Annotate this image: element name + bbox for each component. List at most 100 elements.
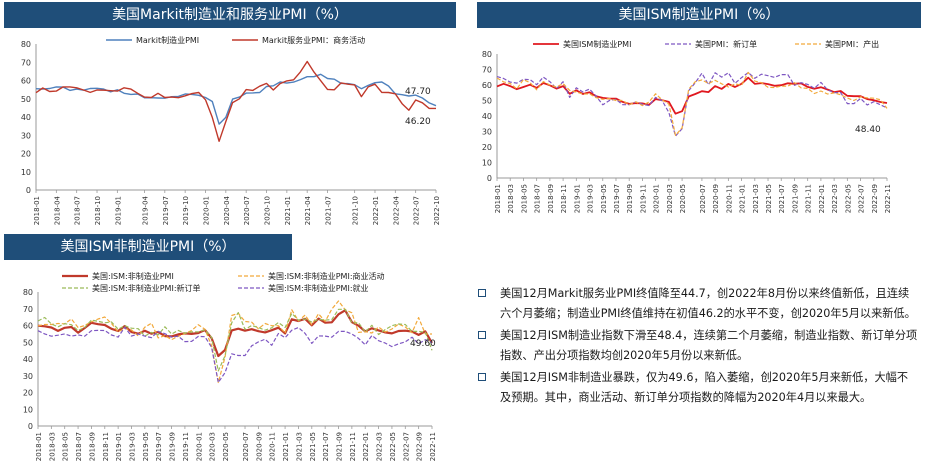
x-tick-label: 2019-01 — [573, 184, 581, 213]
y-tick-label: 70 — [21, 58, 31, 67]
y-tick-label: 80 — [21, 40, 31, 49]
y-tick-label: 50 — [21, 95, 31, 104]
x-tick-label: 2018-01 — [33, 196, 41, 225]
y-tick-label: 60 — [21, 77, 31, 86]
x-tick-label: 2018-11 — [102, 432, 110, 461]
x-tick-label: 2020-04 — [223, 195, 231, 225]
x-tick-label: 2018-07 — [534, 184, 542, 213]
x-tick-label: 2019-07 — [162, 196, 170, 225]
x-tick-label: 2020-05 — [222, 432, 230, 461]
ism-mfg-chart-panel: 美国ISM制造业PMI（%） 0 10 20 30 40 50 60 70 80 2018-01 2… — [477, 2, 921, 242]
x-tick-label: 2021-03 — [295, 432, 303, 461]
x-tick-label: 2018-04 — [53, 195, 61, 225]
x-tick-label: 2022-04 — [392, 195, 400, 225]
y-tick-label: 30 — [21, 131, 31, 140]
x-tick-label: 2022-07 — [413, 196, 421, 225]
legend-label: 美国:ISM:非制造业PMI:就业 — [268, 283, 369, 293]
x-tick-label: 2020-03 — [209, 432, 217, 461]
legend-label: 美国:ISM:非制造业PMI:商业活动 — [268, 271, 385, 281]
ism-nonmfg-chart-title: 美国ISM非制造业PMI（%） — [4, 234, 292, 260]
x-tick-label: 2019-09 — [626, 184, 634, 213]
y-tick-label: 20 — [23, 389, 33, 398]
x-tick-label: 2022-01 — [818, 184, 826, 213]
x-tick-label: 2018-01 — [35, 432, 43, 461]
x-tick-label: 2020-09 — [712, 184, 720, 213]
x-tick-label: 2022-03 — [831, 184, 839, 213]
commentary-list: 美国12月Markit服务业PMI终值降至44.7，创2022年8月份以来终值新… — [478, 284, 918, 410]
y-tick-label: 0 — [487, 174, 492, 183]
x-tick-label: 2021-10 — [352, 196, 360, 225]
y-tick-label: 50 — [23, 338, 33, 347]
legend-label: 美国PMI：新订单 — [695, 39, 757, 49]
y-tick-label: 70 — [482, 66, 492, 75]
x-tick-label: 2019-01 — [114, 196, 122, 225]
series-line-3 — [496, 71, 888, 137]
commentary-item: 美国12月Markit服务业PMI终值降至44.7，创2022年8月份以来终值新… — [478, 284, 918, 324]
x-tick-label: 2022-01 — [362, 432, 370, 461]
commentary-item: 美国12月ISM非制造业暴跌，仅为49.6，陷入萎缩，创2020年5月来新低，大… — [478, 368, 918, 408]
x-tick-label: 2018-03 — [48, 432, 56, 461]
legend-label: 美国:ISM:非制造业PMI — [92, 271, 174, 281]
legend-label: Markit制造业PMI — [136, 35, 199, 45]
x-tick-label: 2020-01 — [653, 184, 661, 213]
y-tick-label: 60 — [482, 81, 492, 90]
x-tick-label: 2018-01 — [494, 184, 502, 213]
x-tick-label: 2020-11 — [269, 432, 277, 461]
x-tick-label: 2021-07 — [325, 196, 333, 225]
bullet-square-icon — [478, 331, 486, 339]
markit-chart-title: 美国Markit制造业和服务业PMI（%） — [4, 2, 456, 28]
legend-label: Markit服务业PMI：商务活动 — [262, 35, 365, 45]
x-tick-label: 2022-11 — [884, 184, 892, 213]
x-tick-label: 2022-07 — [858, 184, 866, 213]
x-tick-label: 2021-01 — [282, 432, 290, 461]
x-tick-label: 2018-09 — [88, 432, 96, 461]
x-tick-label: 2020-07 — [699, 184, 707, 213]
y-tick-label: 40 — [21, 113, 31, 122]
x-tick-label: 2022-07 — [402, 432, 410, 461]
y-tick-label: 0 — [28, 422, 33, 431]
y-tick-label: 10 — [21, 168, 31, 177]
series-line-2 — [496, 71, 888, 137]
x-tick-label: 2019-07 — [613, 184, 621, 213]
y-tick-label: 30 — [23, 372, 33, 381]
x-tick-label: 2019-01 — [115, 432, 123, 461]
legend-label: 美国PMI：产出 — [825, 39, 879, 49]
ism-mfg-chart-title: 美国ISM制造业PMI（%） — [477, 2, 921, 28]
x-tick-label: 2022-05 — [844, 184, 852, 213]
x-tick-label: 2021-05 — [765, 184, 773, 213]
x-tick-label: 2020-07 — [242, 432, 250, 461]
x-tick-label: 2022-03 — [376, 432, 384, 461]
legend-label: 美国ISM制造业PMI — [563, 39, 631, 49]
x-tick-label: 2019-03 — [587, 184, 595, 213]
x-tick-label: 2019-04 — [141, 195, 149, 225]
x-tick-label: 2021-03 — [752, 184, 760, 213]
x-tick-label: 2019-07 — [155, 432, 163, 461]
x-tick-label: 2020-09 — [255, 432, 263, 461]
y-tick-label: 70 — [23, 305, 33, 314]
series-line-2 — [35, 60, 436, 143]
commentary-text: 美国12月ISM制造业指数下滑至48.4，连续第二个月萎缩，制造业指数、新订单分… — [500, 329, 918, 362]
y-tick-label: 80 — [482, 50, 492, 59]
y-tick-label: 50 — [482, 97, 492, 106]
y-tick-label: 0 — [26, 186, 31, 195]
x-tick-label: 2019-03 — [128, 432, 136, 461]
x-tick-label: 2021-04 — [304, 195, 312, 225]
x-tick-label: 2020-01 — [195, 432, 203, 461]
x-tick-label: 2020-01 — [202, 196, 210, 225]
x-tick-label: 2022-05 — [389, 432, 397, 461]
data-label: 46.20 — [405, 117, 431, 127]
x-tick-label: 2021-09 — [791, 184, 799, 213]
series-line-4 — [37, 326, 433, 384]
x-tick-label: 2020-10 — [264, 196, 272, 225]
series-line-1 — [496, 76, 888, 115]
data-label: 48.40 — [855, 125, 881, 135]
x-tick-label: 2018-05 — [520, 184, 528, 213]
x-tick-label: 2021-01 — [284, 196, 292, 225]
y-tick-label: 20 — [21, 150, 31, 159]
markit-chart-panel: 美国Markit制造业和服务业PMI（%） 0 10 20 30 40 50 60 70 80 2… — [4, 2, 456, 230]
bullet-square-icon — [478, 289, 486, 297]
x-tick-label: 2018-10 — [94, 196, 102, 225]
x-tick-label: 2022-01 — [372, 196, 380, 225]
ism-nonmfg-chart-panel: 美国ISM非制造业PMI（%） 0 10 20 30 40 50 60 70 80 2018-01… — [0, 234, 462, 470]
x-tick-label: 2018-07 — [74, 196, 82, 225]
